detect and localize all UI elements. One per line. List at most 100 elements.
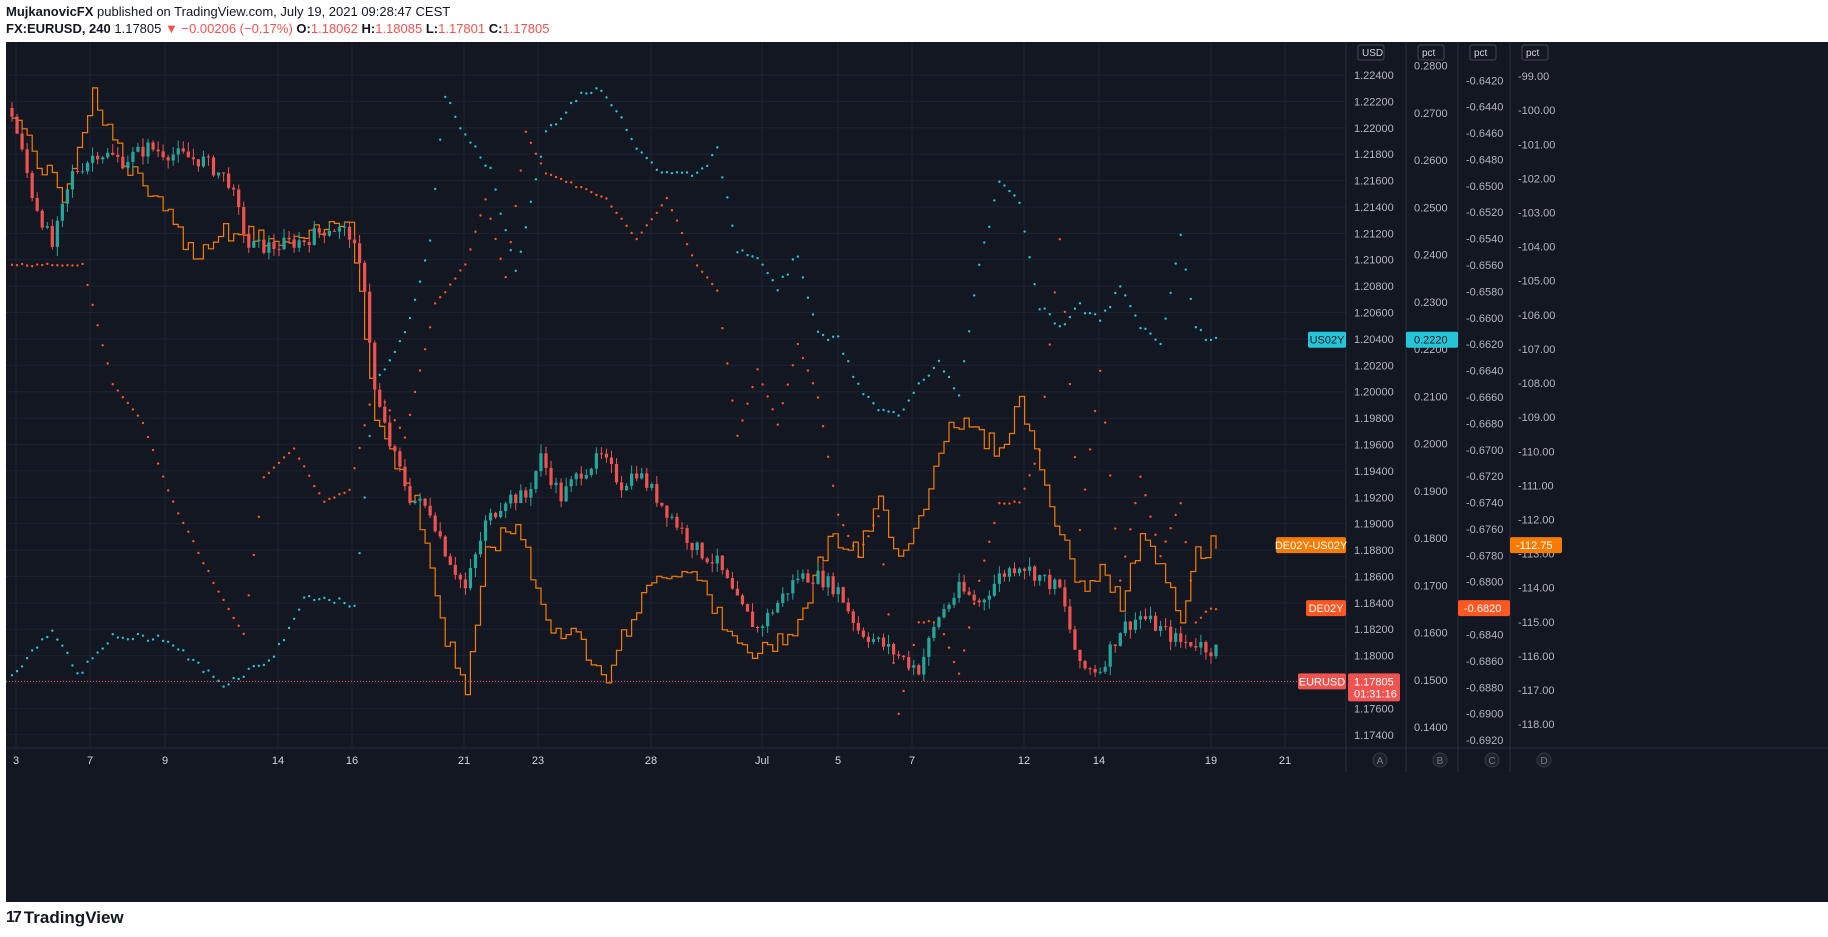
us02y-last-value: 0.2220 (1414, 335, 1448, 347)
candle-body (841, 587, 845, 603)
candle-body (85, 162, 90, 172)
candle-body (1083, 660, 1087, 669)
de02y-point (806, 369, 810, 372)
us02y-point (761, 263, 764, 266)
de02y-point (993, 521, 996, 525)
candle (171, 146, 175, 166)
candle-body (539, 453, 543, 472)
axis-A-tick-label: 1.21800 (1354, 149, 1394, 161)
candle (529, 482, 533, 507)
us02y-point (383, 368, 386, 371)
candle-body (564, 486, 568, 502)
x-tick-label: 3 (13, 755, 19, 767)
tradingview-logo[interactable]: 17 TradingView (6, 908, 124, 928)
candle-body (584, 474, 588, 479)
us02y-point (559, 117, 563, 120)
candle-body (907, 657, 911, 668)
us02y-point (957, 394, 961, 397)
candle (695, 541, 699, 556)
axis-A-tick-label: 1.17400 (1354, 730, 1394, 742)
candle (776, 600, 780, 614)
candle-body (297, 240, 301, 248)
candle-body (252, 241, 256, 248)
de02y-point (308, 474, 311, 478)
candle-body (640, 473, 644, 479)
de02y-point (1119, 579, 1122, 582)
candle (383, 399, 387, 424)
de02y-point (746, 402, 749, 405)
axis-D-tick-label: -104.00 (1518, 242, 1555, 254)
author-name[interactable]: MujkanovicFX (6, 4, 94, 19)
candle (1133, 612, 1137, 634)
candle-body (413, 500, 417, 504)
de02y-point (766, 395, 769, 398)
candle (282, 228, 286, 251)
candle (1073, 625, 1077, 650)
de02y-point (1023, 487, 1026, 490)
us02y-point (922, 378, 926, 382)
de02y-point (590, 190, 593, 194)
de02y-point (207, 569, 210, 573)
candle (357, 234, 362, 270)
candle-body (715, 555, 719, 564)
candle-body (96, 155, 100, 160)
us02y-point (635, 147, 638, 150)
de02y-point (655, 211, 659, 215)
candle (801, 569, 805, 582)
axis-C-tick-label: -0.6500 (1466, 181, 1503, 193)
candle (186, 142, 190, 158)
candle (30, 170, 34, 202)
candle-body (30, 172, 34, 198)
candle (50, 219, 54, 250)
candle-body (796, 578, 800, 581)
candle (705, 556, 709, 564)
spread-series-line (12, 87, 1217, 696)
candle (690, 542, 694, 559)
us02y-point (711, 153, 714, 157)
de02y-point (514, 204, 517, 208)
de02y-point (1083, 488, 1087, 491)
de02y-point (187, 530, 190, 533)
candle (418, 493, 422, 508)
candle-body (660, 502, 664, 506)
de02y-point (302, 465, 306, 468)
de02y-point (675, 219, 679, 222)
candle-body (957, 581, 961, 598)
de02y-point (41, 263, 44, 267)
candle (1138, 610, 1143, 629)
axis-D-tick-label: -108.00 (1518, 378, 1555, 390)
candle-body (1113, 644, 1117, 647)
de02y-point (771, 408, 774, 411)
us02y-point (262, 663, 266, 667)
chart-area[interactable]: 1.174001.176001.178001.180001.182001.184… (6, 42, 1828, 902)
us02y-point (726, 196, 729, 199)
candle-body (1158, 626, 1163, 631)
chart-svg[interactable]: 1.174001.176001.178001.180001.182001.184… (6, 42, 1828, 902)
candle (136, 142, 140, 153)
candle (75, 166, 80, 174)
de02y-point (348, 488, 351, 492)
de02y-point (826, 455, 830, 459)
us02y-point (287, 626, 291, 630)
candle (927, 636, 931, 666)
de02y-point (821, 424, 825, 428)
us02y-point (675, 171, 679, 174)
de02y-point (781, 401, 784, 405)
de02y-point (86, 283, 89, 287)
axis-A-tick-label: 1.20200 (1354, 360, 1394, 372)
de02y-point (978, 579, 981, 582)
us02y-point (131, 637, 135, 641)
de02y-point (741, 419, 744, 422)
de02y-point (1129, 528, 1132, 531)
de02y-point (942, 632, 946, 636)
de02y-point (136, 414, 140, 417)
axis-D-tick-label: -117.00 (1518, 685, 1555, 697)
de02y-point (751, 385, 754, 389)
candle-body (952, 597, 956, 605)
candle (156, 141, 160, 158)
candle (478, 531, 483, 558)
de02y-point (499, 257, 502, 260)
de02y-point (182, 521, 185, 525)
de02y-point (670, 209, 674, 212)
axis-C-tick-label: -0.6680 (1466, 418, 1503, 430)
